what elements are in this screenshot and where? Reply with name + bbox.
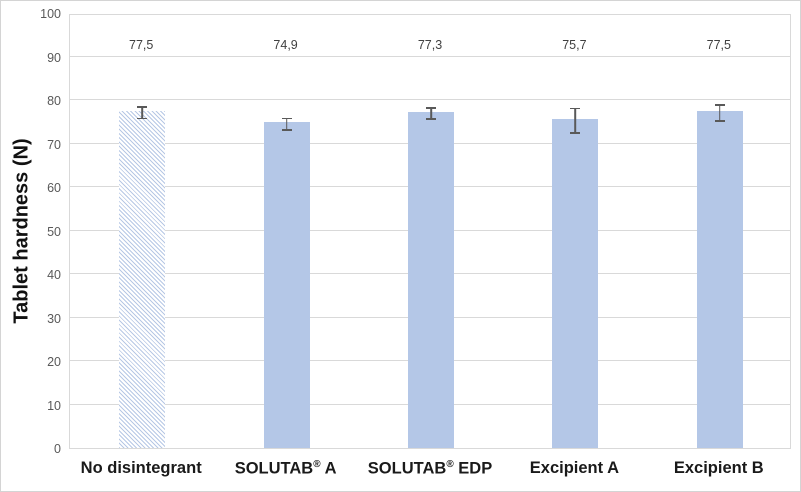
y-tick-label-40: 40 <box>47 268 61 282</box>
error-bar-stem <box>574 107 577 134</box>
y-tick-label-90: 90 <box>47 50 61 65</box>
error-bar-cap-top <box>426 107 436 110</box>
category-label-1: No disintegrant <box>80 459 202 477</box>
category-label-2: SOLUTAB® A <box>234 459 337 478</box>
category-label-3: SOLUTAB® EDP <box>367 459 493 478</box>
bar-3-solid <box>408 111 454 448</box>
data-label-4: 75,7 <box>562 38 587 52</box>
data-label-1: 77,5 <box>129 38 154 52</box>
bar-2-solid <box>263 122 310 448</box>
error-bar-2 <box>281 117 292 131</box>
error-bar-cap-bottom <box>281 128 292 131</box>
bar-5-solid <box>696 110 743 448</box>
y-tick-label-20: 20 <box>47 355 61 369</box>
error-bar-stem <box>719 104 721 122</box>
plot-area <box>69 14 791 449</box>
error-bar-cap-top <box>714 104 725 106</box>
error-bar-cap-bottom <box>570 131 581 134</box>
error-bar-stem <box>141 106 143 120</box>
y-tick-label-60: 60 <box>47 181 61 195</box>
gridline-90 <box>70 55 790 57</box>
error-bar-cap-bottom <box>714 119 725 122</box>
y-tick-label-100: 100 <box>40 7 61 21</box>
error-bar-cap-bottom <box>137 117 148 120</box>
y-tick-label-70: 70 <box>47 137 61 152</box>
error-bar-5 <box>714 104 725 122</box>
error-bar-cap-top <box>137 106 148 109</box>
bar-1-hatched <box>119 110 166 448</box>
bar-4-solid <box>552 118 599 448</box>
y-tick-label-10: 10 <box>47 398 61 413</box>
error-bar-3 <box>426 107 436 121</box>
y-tick-label-50: 50 <box>47 224 61 239</box>
data-label-3: 77,3 <box>417 38 443 52</box>
error-bar-stem <box>430 107 432 121</box>
error-bar-cap-bottom <box>426 118 436 121</box>
y-tick-label-80: 80 <box>47 94 61 108</box>
data-label-5: 77,5 <box>706 38 731 52</box>
category-label-5: Excipient B <box>673 459 764 477</box>
error-bar-stem <box>285 117 288 131</box>
data-label-2: 74,9 <box>273 38 298 52</box>
y-tick-label-0: 0 <box>54 442 61 456</box>
error-bar-4 <box>570 107 581 134</box>
error-bar-1 <box>137 106 148 120</box>
error-bar-cap-top <box>570 107 581 110</box>
category-label-4: Excipient A <box>529 459 620 477</box>
error-bar-cap-top <box>281 117 292 120</box>
y-tick-label-30: 30 <box>47 311 61 326</box>
gridline-80 <box>70 99 790 100</box>
